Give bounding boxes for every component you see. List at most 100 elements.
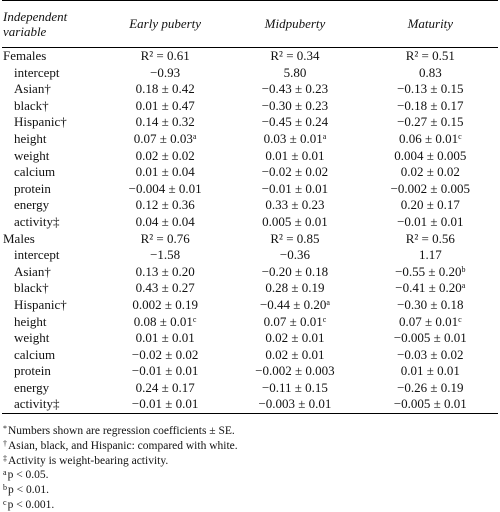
variable-row: intercept −1.58 −0.36 1.17 [2, 247, 498, 264]
value-cell: −0.55 ± 0.20b [363, 264, 498, 281]
value-text: 0.06 ± 0.01 [398, 130, 459, 146]
variable-row: weight 0.02 ± 0.02 0.01 ± 0.01 0.004 ± 0.00… [2, 148, 498, 165]
group-label: Females [3, 48, 47, 63]
footnote: ‡Activity is weight-bearing activity. [3, 453, 500, 468]
value-cell: 0.14 ± 0.32 [135, 114, 195, 130]
footnote: bp < 0.01. [3, 482, 500, 497]
value-text: 0.03 ± 0.01 [263, 130, 323, 146]
variable-row: protein −0.01 ± 0.01 −0.002 ± 0.003 0.01 ± … [2, 363, 498, 380]
value-cell: −0.30 ± 0.18 [397, 296, 464, 312]
footnote-mark: a [3, 468, 7, 478]
value-cell: −0.45 ± 0.24 [261, 114, 329, 130]
variable-label: intercept [14, 64, 60, 80]
variable-label: activity‡ [14, 396, 60, 412]
footnote-mark: * [3, 424, 7, 434]
variable-label: Hispanic† [14, 296, 67, 312]
value-cell: 0.04 ± 0.04 [135, 213, 195, 229]
variable-row: calcium 0.01 ± 0.04 −0.02 ± 0.02 0.02 ± 0.0… [2, 164, 498, 181]
variable-label: intercept [14, 247, 60, 263]
value-cell: 0.28 ± 0.19 [265, 280, 325, 296]
footnote-text: p < 0.01. [8, 484, 49, 497]
value-cell: 0.20 ± 0.17 [400, 197, 460, 213]
r-squared: R² = 0.76 [140, 230, 190, 246]
significance-mark: a [461, 281, 466, 291]
variable-label: height [14, 313, 47, 329]
value-cell: 0.01 ± 0.01 [135, 330, 195, 346]
footnotes: *Numbers shown are regression coefficien… [3, 423, 500, 512]
significance-mark: a [192, 131, 197, 141]
value-cell: 0.07 ± 0.01c [227, 314, 362, 331]
footnote-text: Numbers shown are regression coefficient… [8, 425, 235, 438]
variable-label: Asian† [14, 263, 51, 279]
value-text: 0.07 ± 0.03 [133, 130, 193, 146]
variable-label: Asian† [14, 81, 51, 97]
value-cell: −0.002 ± 0.003 [255, 363, 335, 379]
value-text: 0.07 ± 0.01 [263, 313, 323, 329]
value-cell: 0.02 ± 0.02 [135, 147, 195, 163]
r-squared: R² = 0.85 [270, 230, 320, 246]
variable-label: weight [14, 147, 50, 163]
variable-row: Asian† 0.18 ± 0.42 −0.43 ± 0.23 −0.13 ± 0.1… [2, 81, 498, 98]
footnote-text: p < 0.05. [7, 469, 49, 482]
value-cell: 0.18 ± 0.42 [135, 81, 195, 97]
value-cell: 0.01 ± 0.01 [265, 147, 325, 163]
value-cell: −0.01 ± 0.01 [397, 213, 464, 229]
footnote-text: p < 0.001. [7, 499, 55, 512]
value-cell: 0.06 ± 0.01c [363, 131, 498, 148]
value-text: −0.55 ± 0.20 [395, 263, 462, 279]
significance-mark: c [192, 314, 197, 324]
value-cell: 1.17 [418, 247, 442, 263]
footnote: ap < 0.05. [3, 467, 500, 482]
value-cell: 0.83 [418, 64, 442, 80]
variable-row: intercept −0.93 5.80 0.83 [2, 65, 498, 82]
value-cell: 0.01 ± 0.01 [400, 363, 460, 379]
variable-row: energy 0.12 ± 0.36 0.33 ± 0.23 0.20 ± 0.17 [2, 197, 498, 214]
value-cell: −0.03 ± 0.02 [397, 346, 464, 362]
variable-row: activity‡ 0.04 ± 0.04 0.005 ± 0.01 −0.01 ± … [2, 214, 498, 231]
footnote: †Asian, black, and Hispanic: compared wi… [3, 438, 500, 453]
value-cell: −0.44 ± 0.20a [227, 297, 362, 314]
column-header: Maturity [407, 16, 454, 31]
value-cell: 0.02 ± 0.01 [265, 346, 325, 362]
value-cell: 0.01 ± 0.47 [135, 97, 195, 113]
value-cell: −0.43 ± 0.23 [261, 81, 329, 97]
header-row: Independent variable Early puberty Midpu… [2, 0, 498, 48]
variable-label: energy [14, 197, 50, 213]
variable-label: calcium [14, 346, 56, 362]
column-header: Independent variable [3, 9, 68, 39]
value-cell: −0.01 ± 0.01 [131, 363, 199, 379]
value-cell: 0.07 ± 0.01c [363, 314, 498, 331]
value-cell: −0.93 [150, 64, 181, 80]
significance-mark: a [326, 297, 330, 307]
footnote: cp < 0.001. [3, 497, 500, 512]
value-cell: 0.08 ± 0.01c [103, 314, 227, 331]
value-cell: 0.43 ± 0.27 [135, 280, 195, 296]
footnote-mark: b [3, 483, 7, 493]
variable-row: black† 0.01 ± 0.47 −0.30 ± 0.23 −0.18 ± 0.1… [2, 98, 498, 115]
value-cell: −1.58 [150, 247, 181, 263]
variable-row: activity‡ −0.01 ± 0.01 −0.003 ± 0.01 −0.005… [2, 396, 498, 414]
footnote-text: Activity is weight-bearing activity. [8, 454, 169, 467]
significance-mark: b [461, 264, 466, 274]
variable-row: Hispanic† 0.002 ± 0.19 −0.44 ± 0.20a −0.30 … [2, 297, 498, 314]
group-label: Males [3, 230, 35, 246]
value-cell: 0.002 ± 0.19 [132, 296, 198, 312]
significance-mark: a [322, 131, 327, 141]
variable-row: height 0.08 ± 0.01c 0.07 ± 0.01c 0.07 ± 0.0… [2, 314, 498, 331]
value-cell: −0.002 ± 0.005 [390, 180, 471, 196]
value-cell: −0.36 [279, 247, 310, 263]
value-cell: −0.02 ± 0.02 [131, 346, 199, 362]
value-cell: −0.004 ± 0.01 [128, 180, 202, 196]
variable-label: weight [14, 330, 50, 346]
value-text: 0.07 ± 0.01 [398, 313, 459, 329]
variable-row: calcium −0.02 ± 0.02 0.02 ± 0.01 −0.03 ± 0.… [2, 347, 498, 364]
value-cell: 0.24 ± 0.17 [135, 379, 195, 395]
value-text: −0.41 ± 0.20 [395, 280, 462, 296]
variable-row: black† 0.43 ± 0.27 0.28 ± 0.19 −0.41 ± 0.20… [2, 280, 498, 297]
value-cell: −0.20 ± 0.18 [261, 263, 329, 279]
variable-row: energy 0.24 ± 0.17 −0.11 ± 0.15 −0.26 ± 0.1… [2, 380, 498, 397]
variable-label: energy [14, 379, 50, 395]
value-cell: 0.33 ± 0.23 [265, 197, 325, 213]
variable-label: black† [14, 280, 49, 296]
